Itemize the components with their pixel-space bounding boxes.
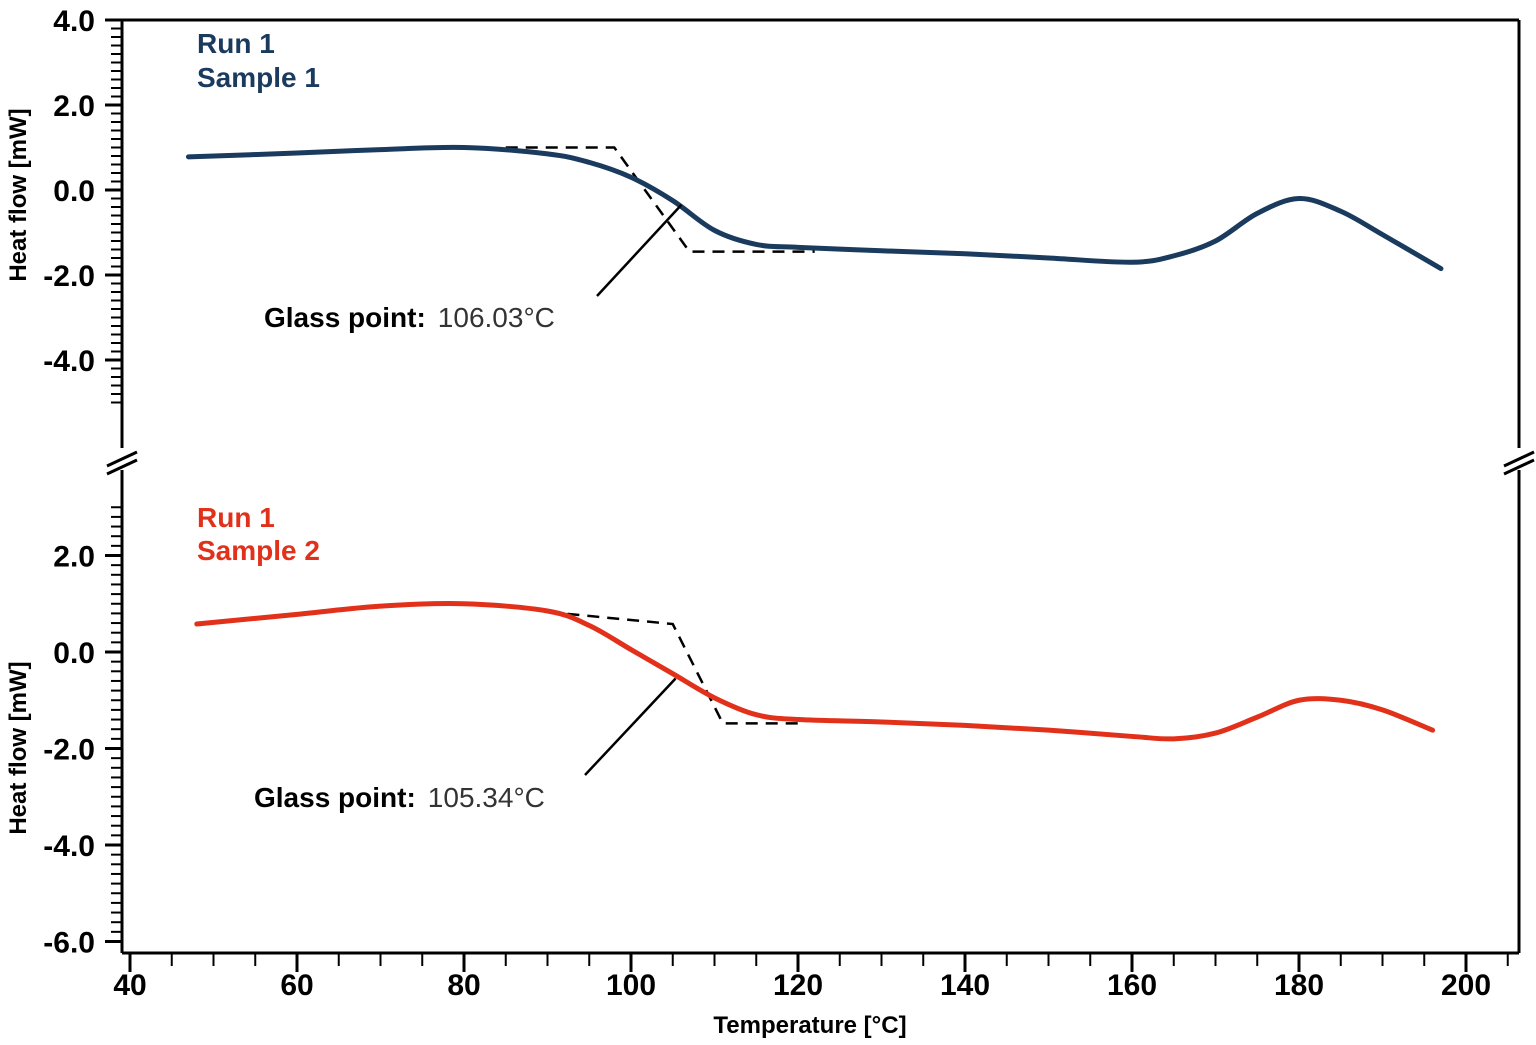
y-tick-label: -4.0	[43, 345, 95, 378]
legend-top-sample: Sample 1	[197, 62, 320, 93]
legend-bottom-sample: Sample 2	[197, 535, 320, 566]
axis-break-marks	[106, 450, 1535, 476]
glass-point-leader-bottom	[584, 677, 677, 776]
heat-flow-line-sample-1	[185, 144, 1444, 272]
y-tick-label: -2.0	[43, 260, 95, 293]
y-tick-label: -6.0	[43, 927, 95, 960]
y-tick-label: 2.0	[53, 541, 95, 574]
y-tick-label: 4.0	[53, 5, 95, 38]
glass-point-annotation-top: Glass point: 106.03°C	[264, 204, 683, 333]
tangent-lines-bottom	[547, 610, 798, 725]
x-tick-label: 80	[447, 969, 480, 1002]
axis-break-left-2	[106, 458, 138, 476]
x-axis-ticks: 40 60 80 100 120 140 160 180 200	[113, 953, 1509, 1002]
y-tick-label: -4.0	[43, 830, 95, 863]
y-axis-ticks-bottom: 2.0 0.0 -2.0 -4.0 -6.0	[43, 506, 122, 960]
y-tick-label: 2.0	[53, 90, 95, 123]
y-axis-title-bottom: Heat flow [mW]	[5, 661, 32, 834]
glass-point-text-bottom: Glass point: 105.34°C	[254, 782, 545, 813]
x-tick-label: 40	[113, 969, 146, 1002]
legend-bottom-run: Run 1	[197, 502, 275, 533]
glass-point-leader-top	[596, 204, 683, 297]
x-tick-label: 60	[280, 969, 313, 1002]
y-tick-label: 0.0	[53, 175, 95, 208]
glass-point-annotation-bottom: Glass point: 105.34°C	[254, 677, 677, 813]
x-tick-label: 120	[773, 969, 823, 1002]
x-tick-label: 180	[1274, 969, 1324, 1002]
glass-point-text-top: Glass point: 106.03°C	[264, 302, 555, 333]
x-tick-label: 140	[940, 969, 990, 1002]
axis-break-right-1	[1503, 450, 1535, 468]
y-axis-title-top: Heat flow [mW]	[5, 108, 32, 281]
glass-point-value-top: 106.03°C	[438, 302, 555, 333]
plot-frame	[120, 18, 1521, 955]
axis-break-right-2	[1503, 458, 1535, 476]
tangent-lines-top	[505, 146, 815, 253]
legend-top-run: Run 1	[197, 28, 275, 59]
y-tick-label: -2.0	[43, 734, 95, 767]
y-tick-label: 0.0	[53, 637, 95, 670]
glass-point-label-top: Glass point:	[264, 302, 426, 333]
x-tick-label: 160	[1107, 969, 1157, 1002]
x-tick-label: 100	[606, 969, 656, 1002]
x-axis-title: Temperature [°C]	[713, 1012, 906, 1039]
glass-point-label-bottom: Glass point:	[254, 782, 416, 813]
x-tick-label: 200	[1441, 969, 1491, 1002]
axis-break-left-1	[106, 450, 138, 468]
y-axis-ticks-top: 4.0 2.0 0.0 -2.0 -4.0	[43, 5, 122, 404]
glass-point-value-bottom: 105.34°C	[428, 782, 545, 813]
heat-flow-line-sample-2	[194, 601, 1436, 742]
plot-series	[185, 144, 1444, 742]
